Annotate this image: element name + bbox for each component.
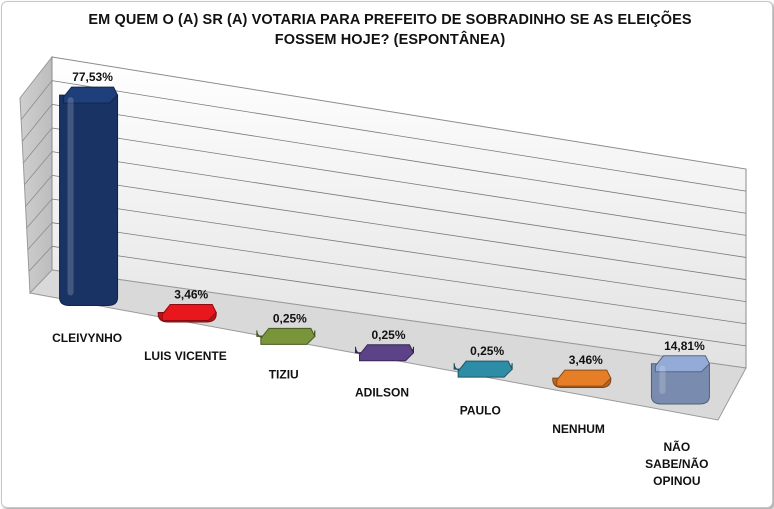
data-label: 0,25% (371, 328, 405, 342)
gridline-side (27, 222, 53, 250)
bar-front (59, 94, 119, 307)
bar-1 (59, 86, 119, 307)
bar-highlight (67, 97, 74, 296)
data-label: 0,25% (273, 311, 307, 325)
category-label: NÃO (664, 439, 691, 454)
bar-top (457, 360, 513, 378)
gridline-side (26, 198, 53, 229)
gridline-side (25, 175, 53, 207)
gridline (51, 151, 747, 258)
gridline (51, 245, 747, 347)
bar-top (556, 369, 612, 387)
gridline-side (23, 127, 53, 164)
data-label: 3,46% (174, 288, 208, 302)
bar-top (63, 86, 119, 104)
gridline-side (21, 104, 53, 142)
gridline (51, 80, 747, 192)
bar-3 (256, 327, 316, 345)
bar-front (650, 363, 710, 405)
gridline (51, 198, 747, 303)
category-label: SABE/NÃO (645, 456, 708, 471)
data-label: 77,53% (72, 70, 113, 84)
category-label: LUIS VICENTE (144, 349, 227, 363)
bar-5 (453, 360, 513, 378)
bar-top (260, 327, 316, 345)
bar-4 (355, 344, 415, 362)
category-label: TIZIU (269, 367, 299, 381)
bar-top (359, 344, 415, 362)
gridline-side (20, 80, 53, 120)
gridline-side (28, 246, 53, 272)
category-label: CLEIVYNHO (52, 331, 122, 345)
data-label: 14,81% (664, 339, 705, 353)
category-label: OPINOU (653, 474, 700, 488)
category-label: PAULO (460, 404, 501, 418)
bar-2 (157, 304, 217, 323)
bar-top (161, 304, 217, 322)
gridline-side (24, 151, 53, 185)
side-wall (19, 55, 53, 295)
category-label: ADILSON (355, 386, 409, 400)
data-label: 0,25% (470, 344, 504, 358)
category-label: NENHUM (552, 422, 605, 436)
gridline (51, 103, 747, 214)
bar-top (654, 355, 711, 373)
bar-6 (552, 369, 612, 389)
gridline (51, 222, 747, 325)
bar-highlight (659, 365, 666, 394)
chart-title: EM QUEM O (A) SR (A) VOTARIA PARA PREFEI… (88, 12, 692, 48)
bar-7 (650, 355, 711, 405)
gridline (51, 174, 747, 280)
data-label: 3,46% (569, 353, 603, 367)
gridline (51, 127, 747, 236)
